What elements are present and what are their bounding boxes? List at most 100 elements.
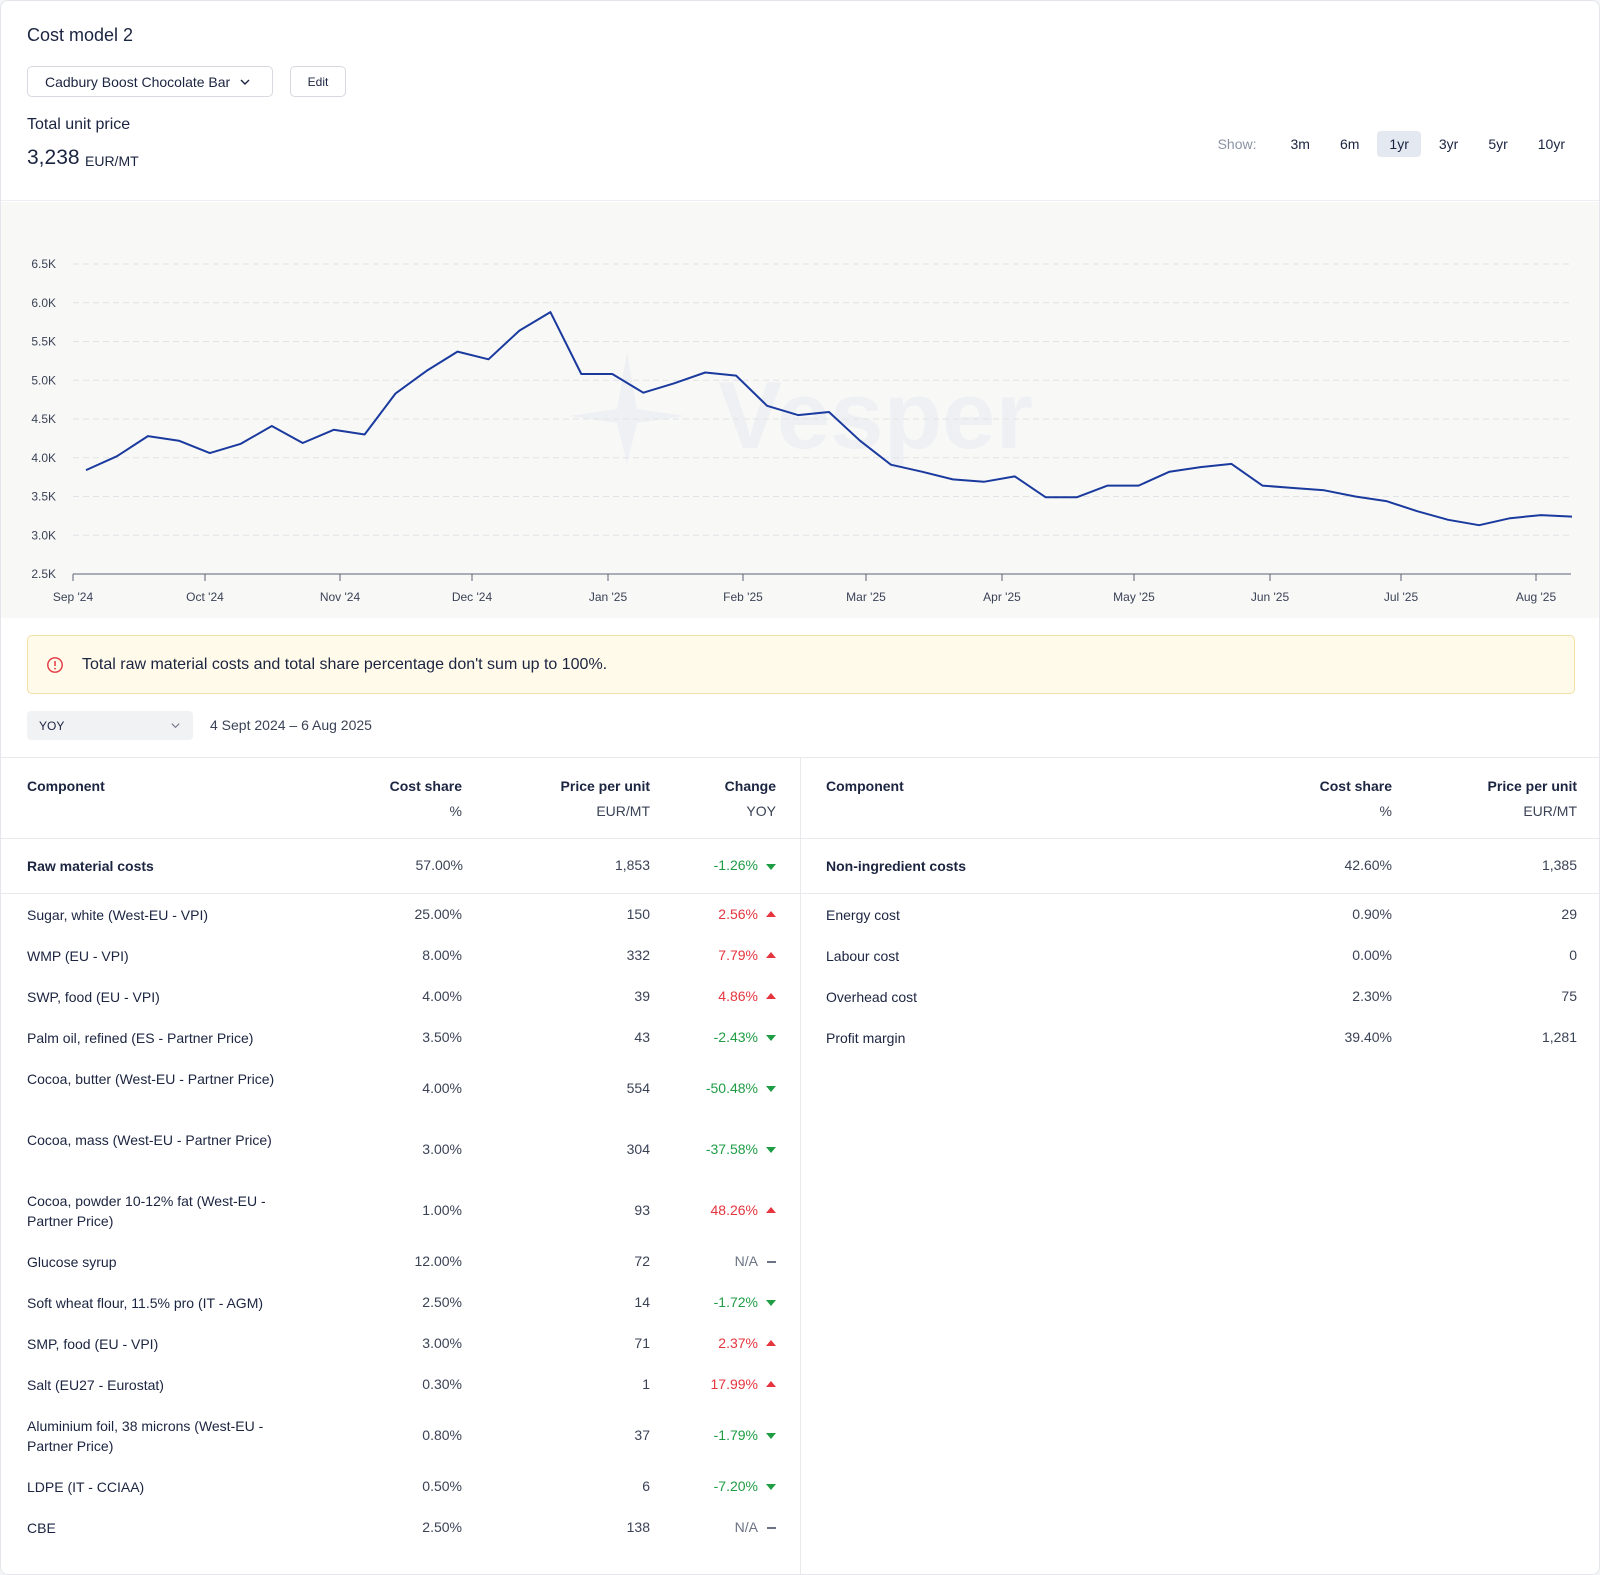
table-row[interactable]: Cocoa, butter (West-EU - Partner Price) 4… <box>1 1069 800 1110</box>
component-name: Overhead cost <box>826 989 918 1005</box>
cost-share: 0.00% <box>1352 947 1392 963</box>
price-per-unit: 72 <box>634 1253 650 1269</box>
total-unit-price-value: 3,238 <box>27 146 80 169</box>
cost-share: 0.50% <box>422 1478 462 1494</box>
range-10yr[interactable]: 10yr <box>1537 136 1565 152</box>
summary-name: Non-ingredient costs <box>826 858 967 874</box>
period-dropdown[interactable]: YOY <box>27 711 193 740</box>
component-name: Sugar, white (West-EU - VPI) <box>27 907 209 923</box>
price-per-unit: 1 <box>642 1376 650 1392</box>
range-5yr[interactable]: 5yr <box>1488 136 1508 152</box>
range-3yr[interactable]: 3yr <box>1438 136 1459 152</box>
change-value: -1.72% <box>713 1294 758 1310</box>
table-row[interactable]: SWP, food (EU - VPI) 4.00% 39 4.86% <box>1 987 800 1007</box>
col-component: Component <box>826 778 904 794</box>
table-row[interactable]: Palm oil, refined (ES - Partner Price) 3.… <box>1 1028 800 1048</box>
y-tick-label: 4.5K <box>31 412 56 426</box>
table-row[interactable]: Labour cost 0.00% 0 <box>801 946 1599 966</box>
y-tick-label: 6.5K <box>31 257 56 271</box>
y-tick-label: 6.0K <box>31 296 56 310</box>
chevron-down-icon <box>171 723 180 729</box>
component-name: SMP, food (EU - VPI) <box>27 1336 159 1352</box>
component-name: Salt (EU27 - Eurostat) <box>27 1377 164 1393</box>
cost-share: 8.00% <box>422 947 462 963</box>
cost-share: 12.00% <box>414 1253 462 1269</box>
cost-share: 3.00% <box>422 1335 462 1351</box>
table-row[interactable]: Sugar, white (West-EU - VPI) 25.00% 150 2.5… <box>1 905 800 925</box>
component-name: Soft wheat flour, 11.5% pro (IT - AGM) <box>27 1295 264 1311</box>
time-range-selector: Show: 3m 6m 1yr 3yr 5yr 10yr <box>1218 131 1577 157</box>
change-up-icon <box>766 911 776 917</box>
table-row[interactable]: CBE 2.50% 138 N/A <box>1 1518 800 1538</box>
table-row[interactable]: Cocoa, powder 10-12% fat (West-EU - Part… <box>1 1191 800 1232</box>
page-title: Cost model 2 <box>27 25 134 45</box>
non-ingredient-table-header: Component Cost share % Price per unit EU… <box>801 758 1599 839</box>
price-per-unit: 332 <box>626 947 650 963</box>
cost-share: 25.00% <box>414 906 462 922</box>
x-tick-label: Dec '24 <box>452 590 493 604</box>
component-name: LDPE (IT - CCIAA) <box>27 1479 145 1495</box>
x-tick-label: Jan '25 <box>589 590 628 604</box>
y-tick-label: 2.5K <box>31 567 56 581</box>
change-up-icon <box>766 1207 776 1213</box>
cost-share: 0.80% <box>422 1427 462 1443</box>
change-value: 2.56% <box>718 906 758 922</box>
range-6m[interactable]: 6m <box>1339 136 1360 152</box>
table-row[interactable]: Glucose syrup 12.00% 72 N/A <box>1 1252 800 1272</box>
x-tick-label: Apr '25 <box>983 590 1021 604</box>
cost-tables: Component Cost share % Price per unit EU… <box>1 757 1599 1574</box>
price-per-unit: 37 <box>634 1427 650 1443</box>
table-row[interactable]: Energy cost 0.90% 29 <box>801 905 1599 925</box>
price-per-unit: 93 <box>634 1202 650 1218</box>
cost-share: 2.30% <box>1352 988 1392 1004</box>
x-tick-label: Nov '24 <box>320 590 361 604</box>
table-row[interactable]: Soft wheat flour, 11.5% pro (IT - AGM) 2.… <box>1 1293 800 1313</box>
non-ingredient-summary-row[interactable]: Non-ingredient costs 42.60% 1,385 <box>801 839 1599 894</box>
price-per-unit: 39 <box>634 988 650 1004</box>
change-down-icon <box>766 1484 776 1490</box>
summary-share: 42.60% <box>1344 857 1392 873</box>
price-per-unit: 1,281 <box>1541 1029 1577 1045</box>
table-row[interactable]: LDPE (IT - CCIAA) 0.50% 6 -7.20% <box>1 1477 800 1497</box>
table-row[interactable]: Salt (EU27 - Eurostat) 0.30% 1 17.99% <box>1 1375 800 1395</box>
product-dropdown[interactable]: Cadbury Boost Chocolate Bar <box>27 66 273 97</box>
y-tick-label: 3.5K <box>31 490 56 504</box>
change-up-icon <box>766 1381 776 1387</box>
price-per-unit: 43 <box>634 1029 650 1045</box>
x-tick-label: May '25 <box>1113 590 1155 604</box>
change-up-icon <box>766 993 776 999</box>
change-value: -50.48% <box>705 1080 758 1096</box>
component-name: Profit margin <box>826 1030 906 1046</box>
table-row[interactable]: Aluminium foil, 38 microns (West-EU - Pa… <box>1 1416 800 1457</box>
y-tick-label: 5.0K <box>31 373 56 387</box>
cost-share: 4.00% <box>422 1080 462 1096</box>
cost-share: 3.50% <box>422 1029 462 1045</box>
summary-price: 1,385 <box>1541 857 1577 873</box>
table-row[interactable]: Cocoa, mass (West-EU - Partner Price) 3.0… <box>1 1130 800 1171</box>
change-value: -37.58% <box>705 1141 758 1157</box>
price-chart: Vesper 2.5K 3.0K 3.5K 4.0K 4.5K 5.0K 5.5K 6.0K 6.… <box>1 202 1599 618</box>
table-row[interactable]: Overhead cost 2.30% 75 <box>801 987 1599 1007</box>
range-1yr[interactable]: 1yr <box>1377 131 1421 157</box>
change-up-icon <box>766 952 776 958</box>
table-row[interactable]: Profit margin 39.40% 1,281 <box>801 1028 1599 1048</box>
raw-material-summary-row[interactable]: Raw material costs 57.00% 1,853 -1.26% <box>1 839 800 894</box>
component-name: Palm oil, refined (ES - Partner Price) <box>27 1030 254 1046</box>
x-tick-label: Jun '25 <box>1251 590 1290 604</box>
cost-share: 2.50% <box>422 1519 462 1535</box>
change-value: 4.86% <box>718 988 758 1004</box>
table-row[interactable]: WMP (EU - VPI) 8.00% 332 7.79% <box>1 946 800 966</box>
component-name: Aluminium foil, 38 microns (West-EU - Pa… <box>27 1418 264 1454</box>
x-tick-label: Sep '24 <box>53 590 94 604</box>
price-per-unit: 14 <box>634 1294 650 1310</box>
edit-button[interactable]: Edit <box>290 66 346 97</box>
col-price-unit: EUR/MT <box>596 803 650 819</box>
price-per-unit: 75 <box>1561 988 1577 1004</box>
y-tick-label: 4.0K <box>31 451 56 465</box>
col-change: Change <box>724 778 776 794</box>
range-3m[interactable]: 3m <box>1290 136 1310 152</box>
y-tick-label: 5.5K <box>31 335 56 349</box>
cost-share: 0.90% <box>1352 906 1392 922</box>
price-per-unit: 554 <box>626 1080 650 1096</box>
table-row[interactable]: SMP, food (EU - VPI) 3.00% 71 2.37% <box>1 1334 800 1354</box>
